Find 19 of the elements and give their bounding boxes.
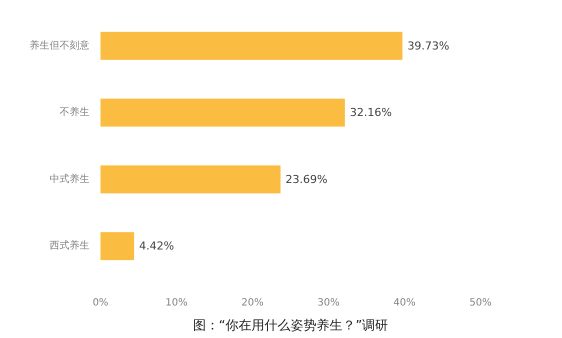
bar bbox=[100, 32, 402, 60]
data-label: 4.42% bbox=[139, 240, 174, 253]
x-tick-label: 20% bbox=[241, 298, 264, 308]
bar bbox=[100, 98, 345, 127]
data-label: 32.16% bbox=[350, 106, 392, 120]
y-tick-label: 中式养生 bbox=[50, 172, 90, 185]
text: 图：“你在用什么姿势养生？”调研 bbox=[192, 318, 388, 334]
data-label: 23.69% bbox=[286, 172, 328, 186]
y-tick-label: 不养生 bbox=[60, 106, 90, 118]
y-tick-label: 养生但不刻意 bbox=[30, 39, 90, 52]
x-tick-label: 50% bbox=[469, 298, 492, 308]
x-tick-label: 10% bbox=[165, 298, 188, 308]
x-tick-label: 40% bbox=[393, 298, 416, 308]
x-tick-label: 30% bbox=[317, 298, 340, 308]
bar bbox=[100, 165, 281, 194]
data-label: 39.73% bbox=[407, 39, 450, 52]
bar bbox=[100, 232, 134, 260]
x-tick-label: 0% bbox=[92, 298, 108, 308]
y-tick-label: 西式养生 bbox=[50, 240, 90, 252]
